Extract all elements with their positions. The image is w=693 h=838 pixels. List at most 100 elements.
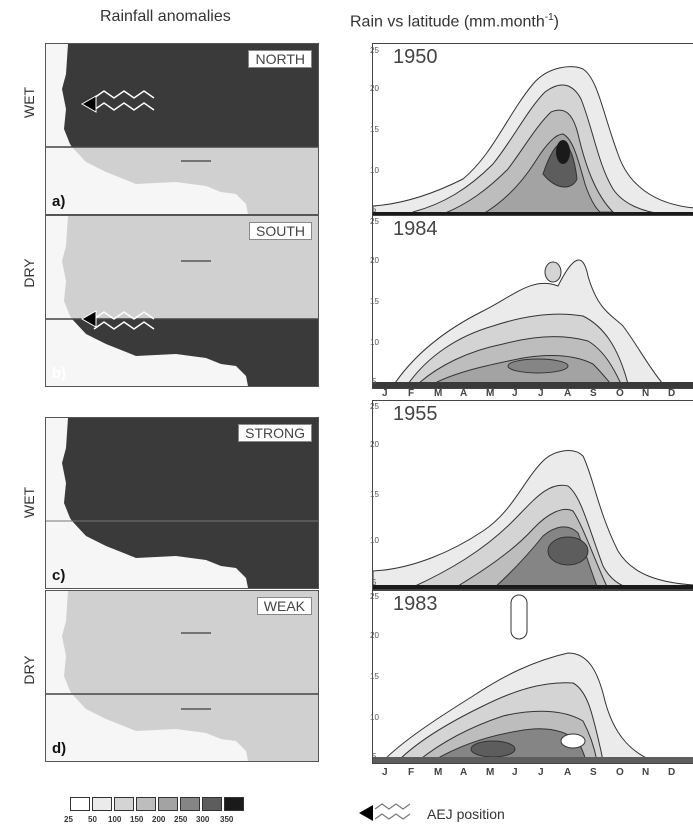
aej-legend-icon (359, 803, 411, 821)
legend-swatch-5 (158, 797, 178, 811)
right-column-title: Rain vs latitude (mm.month-1) (350, 12, 559, 31)
shade-legend: 25 50 100 150 200 250 300 350 (64, 797, 310, 831)
plot-1983-year: 1983 (393, 593, 438, 615)
month-1-mar: M (434, 388, 443, 399)
month-1-oct: O (616, 388, 624, 399)
map-a-label: a) (52, 193, 66, 210)
legend-swatch-1 (70, 797, 90, 811)
map-d-label: d) (52, 740, 67, 757)
map-b-aej-arrow (80, 310, 97, 328)
map-d-graphic (46, 591, 318, 761)
legend-swatch-7 (202, 797, 222, 811)
month-2-may: M (486, 767, 495, 778)
legend-swatch-6 (180, 797, 200, 811)
aej-legend: AEJ position (355, 798, 585, 828)
ytick-1983-20: 20 (370, 631, 379, 640)
month-1-nov: N (642, 388, 650, 399)
month-1-dec: D (668, 388, 676, 399)
ytick-1950-10: 10 (370, 166, 379, 175)
map-a-ocean-south (46, 147, 248, 214)
map-b-aej-wave-1 (93, 311, 155, 320)
plot-1950: 1950 (372, 43, 693, 217)
side-label-wet-1: WET (21, 86, 37, 118)
right-title-text: Rain vs latitude (mm.month (350, 13, 545, 31)
aej-legend-label: AEJ position (427, 806, 505, 822)
legend-value-300: 300 (196, 815, 210, 824)
map-panel-c: STRONG c) (45, 417, 319, 589)
legend-value-350: 350 (220, 815, 234, 824)
map-d-ocean-south (46, 694, 248, 761)
month-2-mar: M (434, 767, 443, 778)
map-c-label: c) (52, 567, 66, 584)
plot-1950-year: 1950 (393, 46, 438, 68)
map-d-tag: WEAK (256, 597, 312, 615)
map-a-ocean-north (46, 44, 72, 147)
left-column-title: Rainfall anomalies (100, 8, 231, 25)
ytick-1984-20: 20 (370, 256, 379, 265)
plot-1950-contours (373, 66, 693, 216)
map-panel-d: WEAK d) (45, 590, 319, 762)
month-2-apr: A (460, 767, 468, 778)
ytick-1955-25: 25 (370, 402, 379, 411)
plot-1955: 1955 (372, 400, 693, 590)
side-label-wet-2: WET (21, 486, 37, 518)
ytick-1984-5: 5 (372, 377, 377, 386)
ytick-1950-5: 5 (372, 205, 377, 214)
month-1-jan: J (382, 388, 388, 399)
month-1-feb: F (408, 388, 415, 399)
map-c-tag: STRONG (238, 424, 312, 442)
month-axis-1: J F M A M J J A S O N D (378, 388, 693, 400)
month-1-aug: A (564, 388, 572, 399)
month-2-oct: O (616, 767, 624, 778)
month-1-jul: J (538, 388, 544, 399)
ytick-1984-15: 15 (370, 297, 379, 306)
month-1-apr: A (460, 388, 468, 399)
map-panel-a: NORTH a) (45, 43, 319, 215)
ytick-1983-10: 10 (370, 713, 379, 722)
legend-value-50: 50 (88, 815, 97, 824)
month-2-dec: D (668, 767, 676, 778)
map-b-tag: SOUTH (249, 222, 312, 240)
ytick-1983-25: 25 (370, 592, 379, 601)
plot-1983-contours (373, 594, 693, 763)
month-2-jul: J (538, 767, 544, 778)
month-2-nov: N (642, 767, 650, 778)
map-b-ocean-north (46, 216, 72, 319)
month-2-jan: J (382, 767, 388, 778)
side-label-dry-1: DRY (21, 258, 37, 288)
map-c-ocean-south (46, 521, 248, 588)
month-2-jun: J (512, 767, 518, 778)
map-b-graphic (46, 216, 318, 386)
ytick-1950-25: 25 (370, 46, 379, 55)
month-2-feb: F (408, 767, 415, 778)
ytick-1983-15: 15 (370, 672, 379, 681)
legend-swatch-4 (136, 797, 156, 811)
month-1-jun: J (512, 388, 518, 399)
side-label-dry-2: DRY (21, 655, 37, 685)
map-b-ocean-south (46, 319, 248, 386)
legend-swatch-2 (92, 797, 112, 811)
legend-value-25: 25 (64, 815, 73, 824)
map-a-graphic (46, 44, 318, 214)
plot-1984-contours (373, 259, 693, 388)
legend-value-250: 250 (174, 815, 188, 824)
month-1-sep: S (590, 388, 597, 399)
right-title-sup: -1 (544, 12, 554, 23)
legend-swatch-3 (114, 797, 134, 811)
plot-1955-year: 1955 (393, 403, 438, 425)
plot-1984: 1984 (372, 215, 693, 389)
ytick-1983-5: 5 (372, 752, 377, 761)
ytick-1955-5: 5 (372, 578, 377, 587)
legend-value-100: 100 (108, 815, 122, 824)
ytick-1955-10: 10 (370, 536, 379, 545)
plot-1955-contours (373, 450, 693, 589)
right-title-close: ) (553, 13, 559, 31)
map-a-aej-arrow (80, 95, 97, 113)
ytick-1955-20: 20 (370, 440, 379, 449)
ytick-1984-25: 25 (370, 217, 379, 226)
month-2-sep: S (590, 767, 597, 778)
legend-swatch-8 (224, 797, 244, 811)
map-c-graphic (46, 418, 318, 588)
month-1-may: M (486, 388, 495, 399)
ytick-1984-10: 10 (370, 338, 379, 347)
